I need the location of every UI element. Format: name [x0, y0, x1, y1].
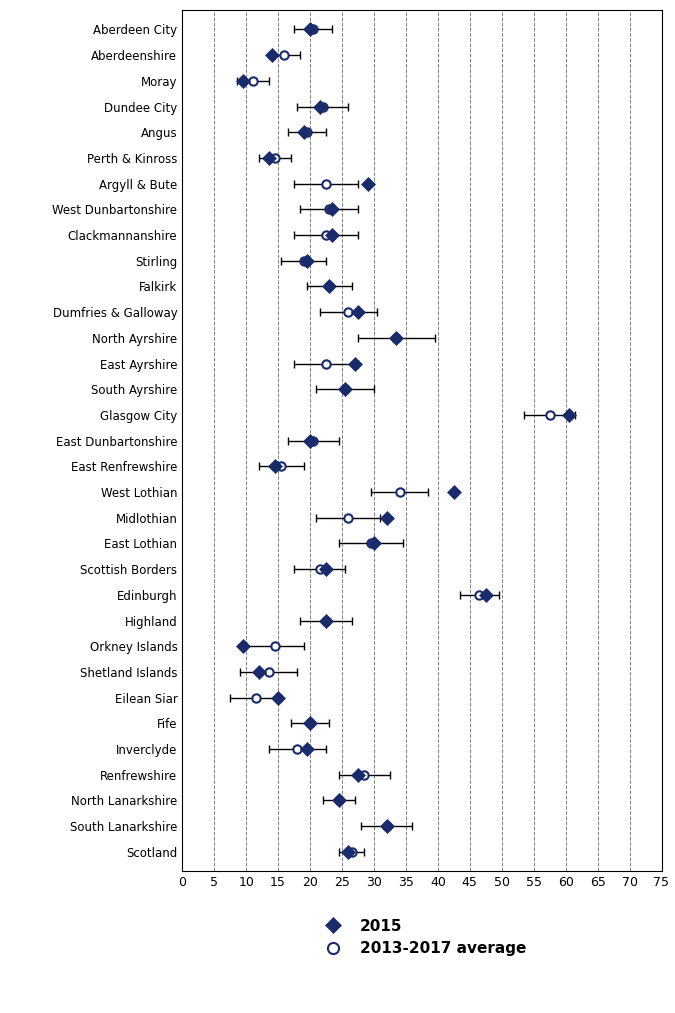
- Legend: 2015, 2013-2017 average: 2015, 2013-2017 average: [311, 913, 533, 962]
